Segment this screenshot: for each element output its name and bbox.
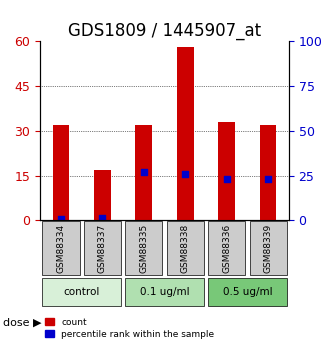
FancyBboxPatch shape (125, 278, 204, 306)
Bar (218, 122, 235, 220)
Bar (177, 47, 194, 220)
FancyBboxPatch shape (167, 221, 204, 275)
FancyBboxPatch shape (125, 221, 162, 275)
Point (100, 215, 105, 220)
Point (141, 169, 146, 175)
FancyBboxPatch shape (208, 221, 245, 275)
Point (183, 171, 188, 177)
Point (224, 176, 229, 182)
Text: control: control (64, 287, 100, 297)
Bar (135, 125, 152, 220)
FancyBboxPatch shape (208, 278, 287, 306)
FancyBboxPatch shape (42, 278, 121, 306)
Text: 0.1 ug/ml: 0.1 ug/ml (140, 287, 189, 297)
Bar (94, 170, 111, 220)
Text: GSM88338: GSM88338 (181, 224, 190, 273)
Bar (53, 125, 69, 220)
Text: GSM88339: GSM88339 (264, 224, 273, 273)
Text: GSM88335: GSM88335 (139, 224, 148, 273)
Legend: count, percentile rank within the sample: count, percentile rank within the sample (43, 316, 216, 341)
Text: GSM88336: GSM88336 (222, 224, 231, 273)
FancyBboxPatch shape (249, 221, 287, 275)
Title: GDS1809 / 1445907_at: GDS1809 / 1445907_at (68, 22, 261, 40)
Text: GSM88334: GSM88334 (56, 224, 65, 273)
Text: dose ▶: dose ▶ (3, 318, 42, 327)
Point (58, 217, 64, 222)
Point (265, 176, 271, 182)
Text: GSM88337: GSM88337 (98, 224, 107, 273)
FancyBboxPatch shape (84, 221, 121, 275)
Text: 0.5 ug/ml: 0.5 ug/ml (223, 287, 272, 297)
FancyBboxPatch shape (42, 221, 80, 275)
Bar (260, 125, 276, 220)
